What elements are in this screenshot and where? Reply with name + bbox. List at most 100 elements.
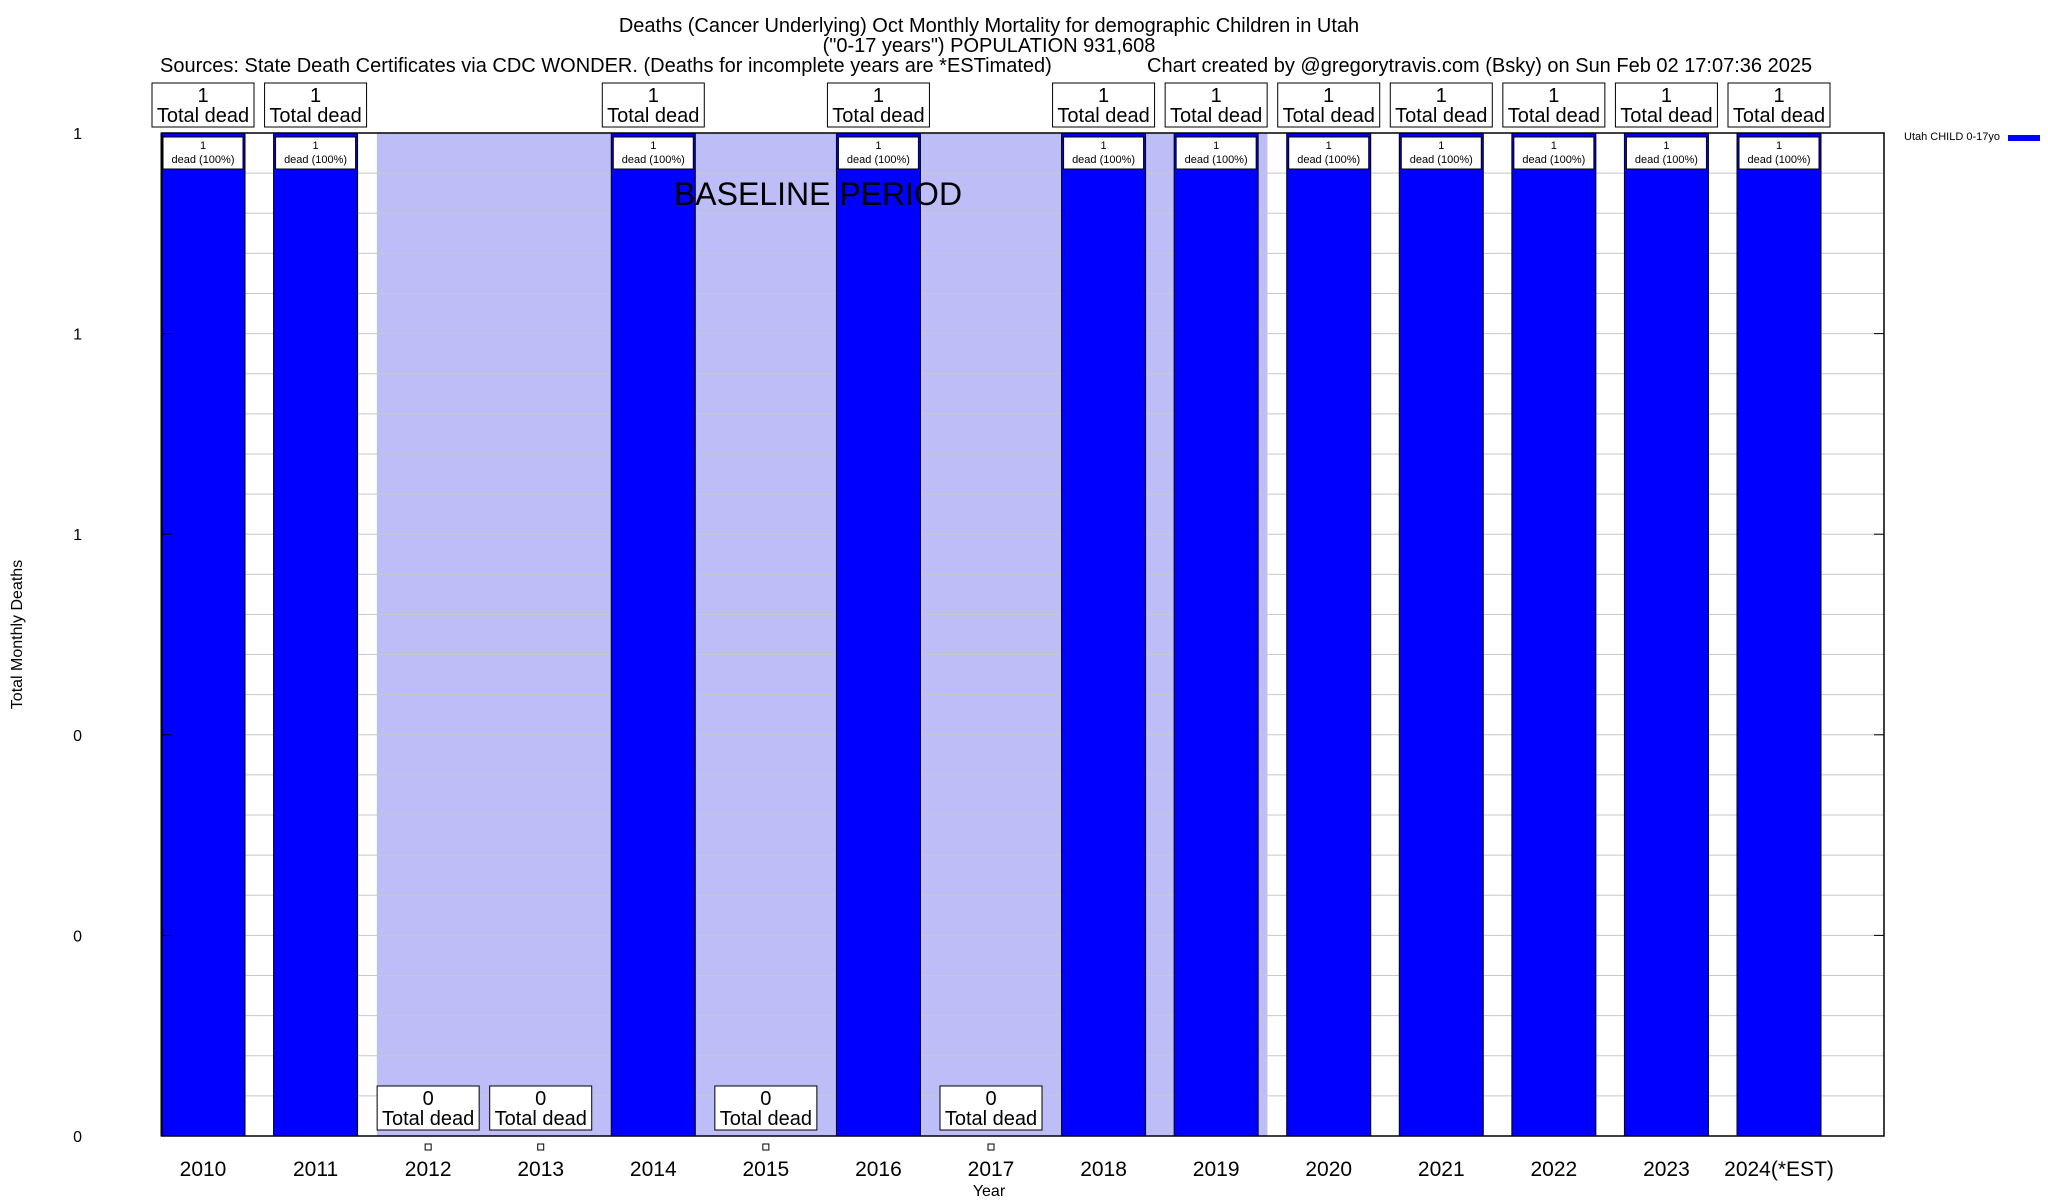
bar-inner-label-pct: dead (100%) xyxy=(622,154,685,166)
y-tick-label: 1 xyxy=(73,327,82,344)
total-label-box xyxy=(1052,82,1156,128)
y-tick-label: 0 xyxy=(73,728,82,745)
bar-inner-label-pct: dead (100%) xyxy=(1522,154,1585,166)
total-label-text: Total dead xyxy=(832,105,924,127)
total-label-text: Total dead xyxy=(1170,105,1262,127)
total-label-box xyxy=(1502,82,1606,128)
bar-inner-label-2023: 1 dead (100%) xyxy=(1625,136,1707,170)
total-label-box xyxy=(1727,82,1831,128)
total-label-text: Total dead xyxy=(1283,105,1375,127)
bar-inner-label-count: 1 xyxy=(1776,140,1782,152)
chart-title: Deaths (Cancer Underlying) Oct Monthly M… xyxy=(619,15,1359,37)
bar-inner-label-pct: dead (100%) xyxy=(1748,154,1811,166)
total-label-value: 1 xyxy=(310,85,321,107)
y-tick-label: 0 xyxy=(73,928,82,945)
zero-point-marker xyxy=(424,1143,432,1151)
bar-inner-label-2014: 1 dead (100%) xyxy=(612,136,694,170)
bar-inner-label-pct: dead (100%) xyxy=(1635,154,1698,166)
total-label-box xyxy=(264,82,368,128)
bar-inner-label-count: 1 xyxy=(1438,140,1444,152)
total-label-text: Total dead xyxy=(1733,105,1825,127)
bar-inner-label-2010: 1 dead (100%) xyxy=(162,136,244,170)
bar-inner-label-pct: dead (100%) xyxy=(172,154,235,166)
x-tick-label: 2010 xyxy=(180,1158,227,1181)
bar-inner-label-pct: dead (100%) xyxy=(1185,154,1248,166)
total-label-text: Total dead xyxy=(157,105,249,127)
total-label-box xyxy=(714,1085,818,1131)
total-label-text: Total dead xyxy=(1057,105,1149,127)
x-tick-label: 2022 xyxy=(1530,1158,1577,1181)
total-label-value: 1 xyxy=(873,85,884,107)
total-label-value: 1 xyxy=(1773,85,1784,107)
total-label-text: Total dead xyxy=(945,1108,1037,1130)
x-axis-label: Year xyxy=(973,1183,1006,1200)
bar-inner-label-count: 1 xyxy=(1213,140,1219,152)
total-label-text: Total dead xyxy=(1395,105,1487,127)
total-label-text: Total dead xyxy=(495,1108,587,1130)
bar-inner-label-box xyxy=(1625,136,1707,170)
bar-inner-label-count: 1 xyxy=(1326,140,1332,152)
bar-inner-label-box xyxy=(1063,136,1145,170)
bar-inner-label-count: 1 xyxy=(1663,140,1669,152)
credit-text: Chart created by @gregorytravis.com (Bsk… xyxy=(1147,55,1812,77)
total-label-text: Total dead xyxy=(607,105,699,127)
y-tick-label: 1 xyxy=(73,126,82,143)
bar-inner-label-box xyxy=(1175,136,1257,170)
bar-2020 xyxy=(1286,132,1372,1137)
baseline-period-label: BASELINE PERIOD xyxy=(674,176,962,212)
x-tick-label: 2017 xyxy=(968,1158,1015,1181)
total-label-value: 1 xyxy=(197,85,208,107)
x-tick-label: 2016 xyxy=(855,1158,902,1181)
total-label-box xyxy=(826,82,930,128)
total-label-text: Total dead xyxy=(1620,105,1712,127)
total-label-box xyxy=(1164,82,1268,128)
bar-inner-label-count: 1 xyxy=(200,140,206,152)
total-label-box xyxy=(376,1085,480,1131)
total-label-value: 1 xyxy=(1098,85,1109,107)
bar-2018 xyxy=(1061,132,1147,1137)
bar-inner-label-2022: 1 dead (100%) xyxy=(1513,136,1595,170)
bar-inner-label-box xyxy=(1400,136,1482,170)
bar-inner-label-2019: 1 dead (100%) xyxy=(1175,136,1257,170)
bar-inner-label-box xyxy=(1288,136,1370,170)
total-label-box xyxy=(1389,82,1493,128)
bar-inner-label-2018: 1 dead (100%) xyxy=(1063,136,1145,170)
total-label-value: 1 xyxy=(1211,85,1222,107)
zero-point-marker xyxy=(537,1143,545,1151)
bar-inner-label-box xyxy=(612,136,694,170)
plot-frame xyxy=(161,132,1885,1137)
x-tick-label: 2015 xyxy=(742,1158,789,1181)
x-tick-label: 2020 xyxy=(1305,1158,1352,1181)
bar-2023 xyxy=(1623,132,1709,1137)
total-label-box xyxy=(1614,82,1718,128)
bar-2014 xyxy=(610,132,696,1137)
total-label-box xyxy=(939,1085,1043,1131)
total-label-value: 0 xyxy=(423,1088,434,1110)
total-label-text: Total dead xyxy=(269,105,361,127)
bar-inner-label-box xyxy=(162,136,244,170)
bar-inner-label-box xyxy=(1513,136,1595,170)
x-tick-label: 2014 xyxy=(630,1158,677,1181)
total-label-value: 0 xyxy=(760,1088,771,1110)
bar-inner-label-2024(*EST): 1 dead (100%) xyxy=(1738,136,1820,170)
x-tick-label: 2019 xyxy=(1193,1158,1240,1181)
y-tick-label: 1 xyxy=(73,527,82,544)
bar-inner-label-pct: dead (100%) xyxy=(284,154,347,166)
x-tick-label: 2012 xyxy=(405,1158,452,1181)
total-label-value: 0 xyxy=(985,1088,996,1110)
legend-label: Utah CHILD 0-17yo xyxy=(1904,131,2000,143)
bar-inner-label-count: 1 xyxy=(650,140,656,152)
zero-point-marker xyxy=(987,1143,995,1151)
bar-inner-label-count: 1 xyxy=(875,140,881,152)
bar-2010 xyxy=(160,132,246,1137)
bar-inner-label-2016: 1 dead (100%) xyxy=(837,136,919,170)
y-tick-label: 0 xyxy=(73,1129,82,1146)
